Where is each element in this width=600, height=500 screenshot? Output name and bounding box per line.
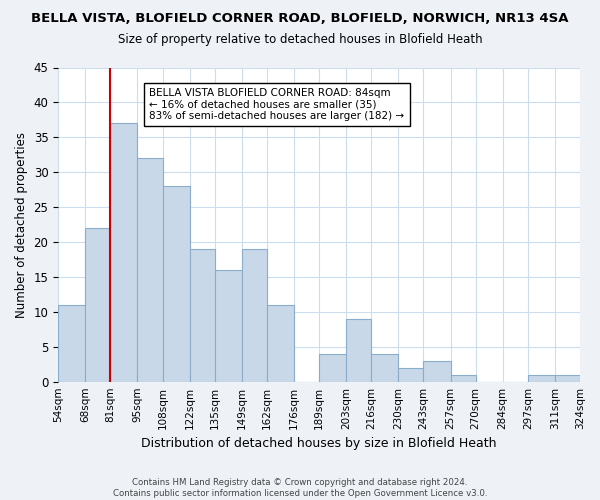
Bar xyxy=(346,319,371,382)
Bar xyxy=(137,158,163,382)
Bar xyxy=(319,354,346,382)
Text: Size of property relative to detached houses in Blofield Heath: Size of property relative to detached ho… xyxy=(118,32,482,46)
Text: BELLA VISTA, BLOFIELD CORNER ROAD, BLOFIELD, NORWICH, NR13 4SA: BELLA VISTA, BLOFIELD CORNER ROAD, BLOFI… xyxy=(31,12,569,26)
Bar xyxy=(555,374,580,382)
Bar xyxy=(58,305,85,382)
Bar xyxy=(424,360,451,382)
Y-axis label: Number of detached properties: Number of detached properties xyxy=(15,132,28,318)
X-axis label: Distribution of detached houses by size in Blofield Heath: Distribution of detached houses by size … xyxy=(142,437,497,450)
Bar xyxy=(267,305,294,382)
Bar xyxy=(215,270,242,382)
Bar xyxy=(242,249,267,382)
Bar xyxy=(398,368,424,382)
Bar xyxy=(85,228,110,382)
Bar xyxy=(371,354,398,382)
Bar xyxy=(451,374,476,382)
Text: BELLA VISTA BLOFIELD CORNER ROAD: 84sqm
← 16% of detached houses are smaller (35: BELLA VISTA BLOFIELD CORNER ROAD: 84sqm … xyxy=(149,88,404,121)
Text: Contains HM Land Registry data © Crown copyright and database right 2024.
Contai: Contains HM Land Registry data © Crown c… xyxy=(113,478,487,498)
Bar xyxy=(110,124,137,382)
Bar xyxy=(190,249,215,382)
Bar xyxy=(163,186,190,382)
Bar xyxy=(528,374,555,382)
